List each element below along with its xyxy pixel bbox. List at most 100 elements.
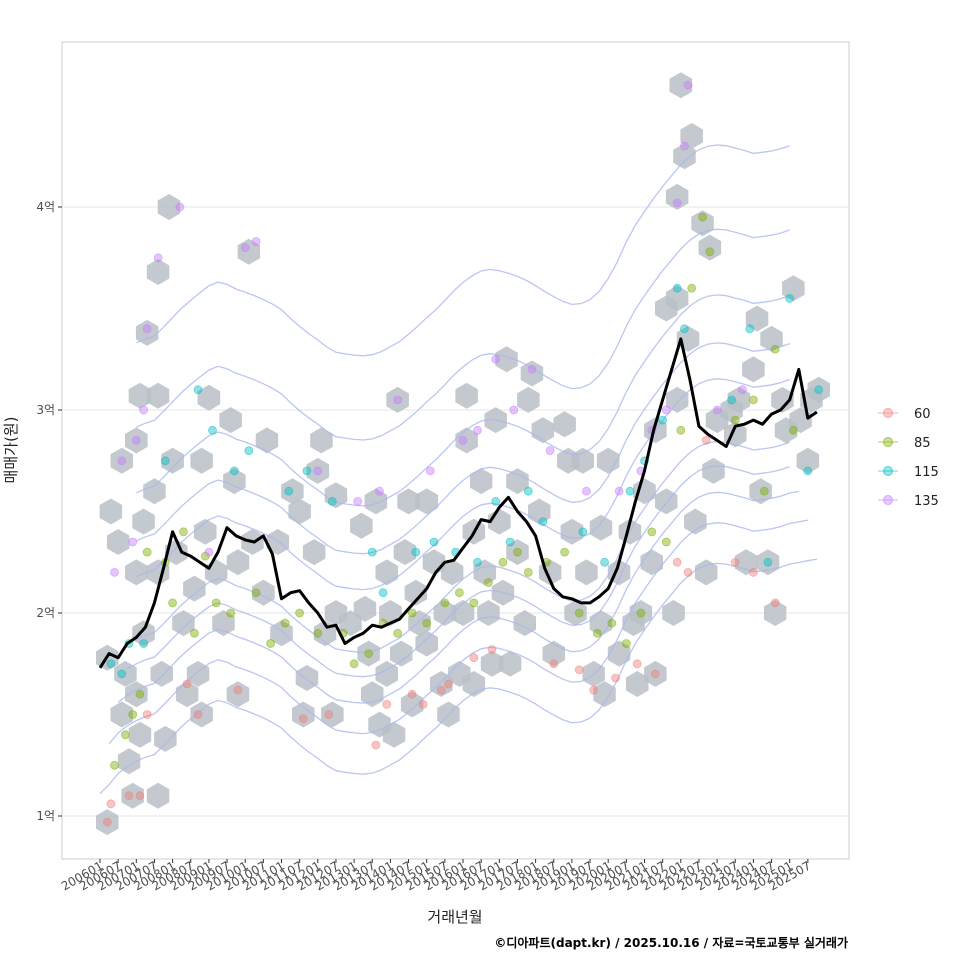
- point-85: [110, 760, 119, 770]
- point-135: [131, 435, 141, 445]
- point-135: [117, 456, 127, 466]
- point-60: [672, 557, 682, 567]
- point-60: [371, 740, 381, 750]
- point-60: [574, 665, 584, 675]
- hex-bin: [288, 498, 311, 525]
- point-135: [509, 405, 519, 415]
- point-85: [454, 588, 464, 598]
- point-115: [680, 324, 689, 334]
- point-60: [469, 653, 479, 663]
- point-85: [440, 598, 450, 608]
- hex-bin: [226, 549, 250, 576]
- point-135: [614, 486, 624, 496]
- hex-bin: [415, 630, 438, 657]
- legend-key-dot: [883, 495, 893, 505]
- point-115: [473, 557, 482, 567]
- hex-bin: [375, 660, 398, 687]
- point-115: [803, 466, 813, 476]
- point-115: [411, 547, 421, 557]
- point-115: [578, 527, 588, 537]
- point-135: [527, 364, 537, 374]
- point-135: [680, 141, 689, 151]
- hex-bin: [143, 478, 166, 505]
- point-85: [266, 639, 276, 648]
- hex-bin: [644, 660, 667, 687]
- hex-bin: [353, 595, 377, 622]
- hex-bin: [771, 386, 794, 413]
- legend-key-dot: [883, 408, 893, 418]
- hex-bin: [99, 498, 123, 525]
- point-115: [106, 659, 116, 669]
- hex-bin: [665, 285, 689, 312]
- point-60: [611, 673, 620, 683]
- hex-bin: [128, 721, 152, 748]
- point-85: [349, 659, 359, 669]
- hex-bin: [219, 407, 242, 434]
- point-115: [658, 415, 667, 425]
- point-85: [513, 547, 522, 557]
- hex-bin: [796, 447, 820, 474]
- hex-bin: [146, 382, 170, 409]
- legend-key-dot: [883, 466, 893, 476]
- point-135: [458, 435, 468, 445]
- point-115: [193, 385, 203, 395]
- point-135: [683, 80, 693, 90]
- point-135: [425, 466, 435, 476]
- hex-bin: [415, 488, 438, 515]
- hex-bin: [655, 488, 678, 515]
- point-60: [233, 685, 243, 695]
- point-60: [324, 710, 334, 719]
- point-85: [560, 547, 569, 557]
- hex-bin: [306, 457, 330, 484]
- point-85: [523, 568, 533, 577]
- x-axis-title: 거래년월: [427, 908, 482, 926]
- point-85: [251, 588, 261, 598]
- hex-bin: [433, 600, 457, 626]
- point-60: [487, 645, 497, 654]
- point-85: [313, 628, 323, 638]
- point-115: [625, 486, 635, 496]
- point-135: [139, 405, 149, 415]
- y-tick-label: 4억: [36, 200, 55, 214]
- point-60: [182, 679, 192, 689]
- hex-bin: [702, 457, 725, 484]
- hex-bin: [190, 447, 213, 474]
- plot-panel: [61, 41, 850, 860]
- hex-bin: [161, 447, 184, 474]
- point-115: [378, 588, 388, 598]
- hex-bin: [281, 478, 304, 505]
- hex-bin: [684, 508, 707, 535]
- hex-bin: [430, 671, 453, 697]
- point-135: [142, 324, 152, 334]
- hex-bin: [125, 559, 148, 586]
- hex-bin: [589, 514, 613, 541]
- legend-key-dot: [883, 437, 893, 447]
- hex-bin: [665, 183, 689, 210]
- hex-bin: [110, 447, 133, 474]
- point-85: [295, 608, 305, 618]
- hex-bin: [404, 579, 428, 606]
- point-135: [582, 486, 591, 496]
- point-135: [204, 547, 214, 557]
- point-135: [110, 568, 119, 577]
- point-85: [574, 608, 584, 618]
- trend-line: [98, 337, 818, 669]
- hex-bin: [386, 386, 409, 413]
- point-135: [175, 202, 185, 212]
- point-60: [193, 710, 203, 719]
- density-contour: [108, 519, 808, 745]
- hex-bin: [393, 539, 417, 566]
- hex-bin: [194, 518, 217, 545]
- hex-bin: [154, 725, 177, 752]
- point-135: [738, 385, 747, 395]
- hex-bin: [553, 411, 576, 438]
- point-85: [607, 618, 617, 628]
- hex-bin: [125, 427, 148, 454]
- hex-bin: [350, 512, 373, 539]
- hex-bin: [629, 600, 653, 626]
- point-115: [284, 486, 294, 496]
- point-135: [240, 243, 250, 253]
- point-115: [505, 537, 515, 547]
- point-60: [683, 568, 693, 577]
- point-135: [661, 405, 671, 415]
